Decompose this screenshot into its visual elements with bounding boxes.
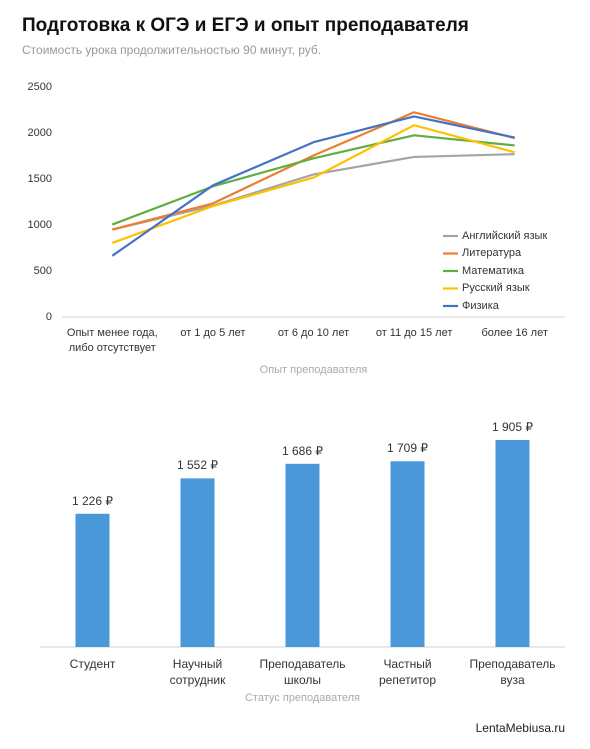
x-axis-title: Опыт преподавателя bbox=[259, 364, 368, 376]
x-tick-label: Научный сотрудник bbox=[169, 657, 226, 687]
x-tick-label: от 11 до 15 лет bbox=[375, 327, 453, 339]
x-tick-label: от 1 до 5 лет bbox=[180, 327, 246, 339]
x-tick-label: от 6 до 10 лет bbox=[277, 327, 350, 339]
x-tick-label: Частный репетитор bbox=[378, 657, 437, 687]
line-series bbox=[112, 153, 515, 231]
legend-label: Русский язык bbox=[462, 282, 530, 294]
value-label: 1 552 ₽ bbox=[177, 458, 218, 473]
y-tick-label: 2000 bbox=[27, 127, 52, 139]
line-series bbox=[111, 134, 515, 226]
bar bbox=[75, 513, 110, 647]
value-label: 1 905 ₽ bbox=[492, 420, 533, 434]
bar bbox=[390, 461, 425, 647]
x-axis-title: Статус преподавателя bbox=[244, 692, 361, 704]
legend-label: Литература bbox=[462, 247, 522, 259]
source: LentaMebiusa.ru bbox=[475, 721, 565, 735]
bar bbox=[180, 478, 215, 647]
x-tick-label: более 16 лет bbox=[481, 327, 548, 339]
y-tick-label: 1000 bbox=[27, 219, 52, 231]
x-tick-label: Преподаватель вуза bbox=[469, 657, 556, 687]
bar bbox=[495, 440, 530, 647]
y-tick-label: 2500 bbox=[27, 81, 52, 93]
bar bbox=[285, 463, 320, 647]
subtitle: Стоимость урока продолжительностью 90 ми… bbox=[22, 43, 322, 57]
legend-label: Математика bbox=[462, 264, 524, 277]
value-label: 1 709 ₽ bbox=[387, 441, 428, 456]
value-label: 1 686 ₽ bbox=[282, 443, 323, 458]
legend-label: Английский язык bbox=[462, 229, 548, 242]
value-label: 1 226 ₽ bbox=[72, 493, 113, 508]
y-tick-label: 1500 bbox=[27, 173, 52, 185]
title: Подготовка к ОГЭ и ЕГЭ и опыт преподават… bbox=[22, 15, 469, 36]
y-tick-label: 0 bbox=[45, 311, 52, 323]
line-series bbox=[111, 115, 515, 257]
line-series bbox=[112, 111, 515, 231]
x-tick-label: Преподаватель школы bbox=[259, 657, 346, 687]
y-tick-label: 500 bbox=[33, 265, 52, 277]
legend-label: Физика bbox=[462, 299, 499, 312]
x-tick-label: Опыт менее года, либо отсутствует bbox=[66, 327, 158, 354]
line-series bbox=[111, 124, 515, 244]
x-tick-label: Студент bbox=[69, 657, 116, 671]
